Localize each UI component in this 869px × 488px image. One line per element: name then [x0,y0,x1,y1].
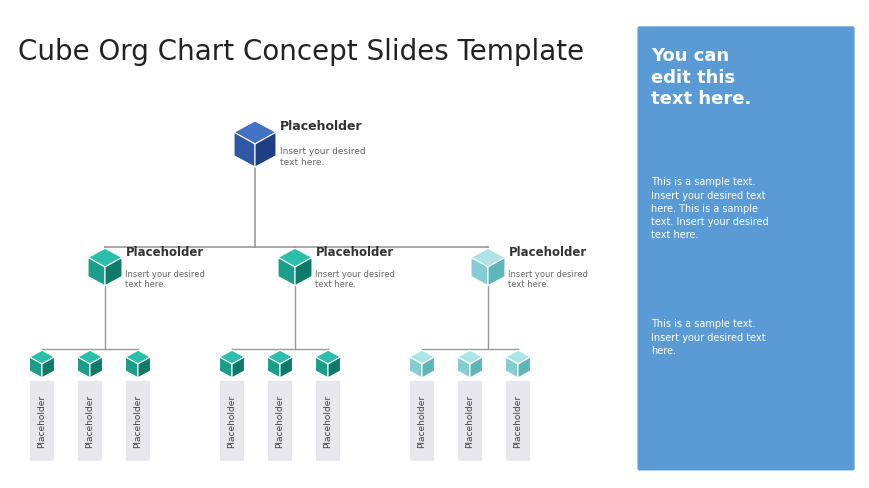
Polygon shape [219,357,232,378]
Polygon shape [278,249,312,267]
FancyBboxPatch shape [506,381,529,461]
Polygon shape [219,350,244,364]
Polygon shape [505,350,530,364]
Polygon shape [517,357,530,378]
FancyBboxPatch shape [315,381,340,461]
Text: Insert your desired
text here.: Insert your desired text here. [125,269,205,288]
FancyBboxPatch shape [409,381,434,461]
Polygon shape [469,357,482,378]
Polygon shape [42,357,55,378]
Polygon shape [30,350,55,364]
Text: You can
edit this
text here.: You can edit this text here. [651,47,751,108]
Text: Placeholder: Placeholder [465,394,474,447]
Polygon shape [125,357,138,378]
FancyBboxPatch shape [126,381,149,461]
Polygon shape [90,357,103,378]
Polygon shape [255,133,275,168]
Text: Placeholder: Placeholder [37,394,46,447]
FancyBboxPatch shape [78,381,102,461]
FancyBboxPatch shape [30,381,54,461]
Text: Insert your desired
text here.: Insert your desired text here. [507,269,587,288]
Polygon shape [421,357,434,378]
Text: Placeholder: Placeholder [315,246,393,259]
Polygon shape [457,357,469,378]
Polygon shape [470,249,504,267]
Text: Placeholder: Placeholder [133,394,143,447]
Polygon shape [105,258,122,286]
Polygon shape [505,357,517,378]
Polygon shape [232,357,244,378]
Polygon shape [457,350,482,364]
Polygon shape [77,357,90,378]
Polygon shape [267,350,292,364]
Polygon shape [30,357,42,378]
Text: Cube Org Chart Concept Slides Template: Cube Org Chart Concept Slides Template [18,38,583,66]
FancyBboxPatch shape [220,381,243,461]
Text: Placeholder: Placeholder [125,246,203,259]
Text: Placeholder: Placeholder [275,394,284,447]
Polygon shape [88,249,122,267]
Text: Placeholder: Placeholder [507,246,586,259]
Polygon shape [488,258,504,286]
Text: Placeholder: Placeholder [417,394,426,447]
Polygon shape [315,357,328,378]
Text: Placeholder: Placeholder [85,394,95,447]
Polygon shape [280,357,292,378]
Polygon shape [295,258,312,286]
Polygon shape [138,357,150,378]
Polygon shape [278,258,295,286]
FancyBboxPatch shape [268,381,292,461]
Text: This is a sample text.
Insert your desired text
here.: This is a sample text. Insert your desir… [651,319,766,355]
FancyBboxPatch shape [637,27,853,470]
Text: This is a sample text.
Insert your desired text
here. This is a sample
text. Ins: This is a sample text. Insert your desir… [651,177,768,240]
Text: Insert your desired
text here.: Insert your desired text here. [315,269,395,288]
Polygon shape [77,350,103,364]
Polygon shape [315,350,340,364]
Polygon shape [234,122,275,145]
Polygon shape [328,357,340,378]
Polygon shape [409,357,421,378]
FancyBboxPatch shape [457,381,481,461]
Polygon shape [267,357,280,378]
Text: Placeholder: Placeholder [227,394,236,447]
Polygon shape [234,133,255,168]
Polygon shape [125,350,150,364]
Text: Placeholder: Placeholder [513,394,522,447]
Polygon shape [409,350,434,364]
Polygon shape [470,258,488,286]
Polygon shape [88,258,105,286]
Text: Placeholder: Placeholder [280,120,362,133]
Text: Placeholder: Placeholder [323,394,332,447]
Text: Insert your desired
text here.: Insert your desired text here. [280,147,365,167]
